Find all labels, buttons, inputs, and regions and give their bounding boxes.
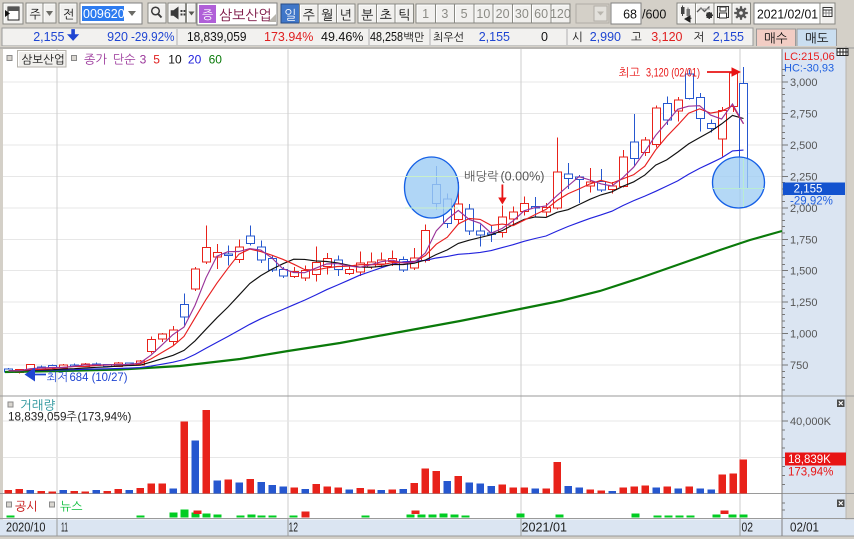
svg-text:2,990: 2,990 bbox=[590, 30, 621, 44]
svg-text:02/01: 02/01 bbox=[790, 520, 819, 535]
svg-text:2,155: 2,155 bbox=[713, 30, 744, 44]
svg-text:2,500: 2,500 bbox=[790, 140, 818, 152]
svg-text:2020/10: 2020/10 bbox=[6, 520, 46, 535]
svg-text:60: 60 bbox=[209, 53, 223, 67]
svg-text:LC:215,06: LC:215,06 bbox=[784, 51, 835, 63]
svg-text:18,839,059: 18,839,059 bbox=[8, 411, 67, 424]
svg-text:60: 60 bbox=[534, 7, 548, 21]
svg-text:30: 30 bbox=[515, 7, 529, 21]
svg-text:009620: 009620 bbox=[83, 7, 125, 21]
svg-text:173.94%: 173.94% bbox=[264, 30, 313, 44]
svg-text:2021/02/01: 2021/02/01 bbox=[757, 8, 818, 22]
svg-text:(173,94%): (173,94%) bbox=[78, 411, 132, 424]
svg-text:1,750: 1,750 bbox=[790, 234, 818, 246]
svg-text:1,000: 1,000 bbox=[790, 329, 818, 341]
svg-text:0: 0 bbox=[541, 30, 548, 44]
svg-text:10: 10 bbox=[168, 53, 182, 67]
svg-text:18,839K: 18,839K bbox=[788, 454, 831, 466]
svg-text:3,000: 3,000 bbox=[790, 77, 818, 89]
svg-text:173,94%: 173,94% bbox=[788, 467, 833, 479]
svg-text:20: 20 bbox=[496, 7, 510, 21]
svg-text:2,750: 2,750 bbox=[790, 108, 818, 120]
svg-text:120: 120 bbox=[550, 7, 571, 21]
svg-text:49.46%: 49.46% bbox=[321, 30, 363, 44]
svg-text:/600: /600 bbox=[642, 8, 666, 22]
svg-text:2,155: 2,155 bbox=[33, 30, 64, 44]
svg-text:1,500: 1,500 bbox=[790, 266, 818, 278]
svg-text:3: 3 bbox=[441, 7, 448, 21]
svg-text:2021/01: 2021/01 bbox=[522, 520, 568, 535]
svg-text:2,000: 2,000 bbox=[790, 203, 818, 215]
svg-text:5: 5 bbox=[153, 53, 160, 67]
svg-text:68: 68 bbox=[623, 8, 637, 22]
svg-text:-29,92%: -29,92% bbox=[790, 196, 833, 208]
svg-text:3,120: 3,120 bbox=[651, 30, 682, 44]
svg-text:(0.00%): (0.00%) bbox=[501, 170, 545, 184]
svg-text:02: 02 bbox=[742, 520, 754, 535]
svg-text:2,250: 2,250 bbox=[790, 171, 818, 183]
svg-text:1,250: 1,250 bbox=[790, 297, 818, 309]
svg-text:684 (10/27): 684 (10/27) bbox=[70, 370, 128, 384]
svg-text:1: 1 bbox=[422, 7, 429, 21]
svg-text:920: 920 bbox=[107, 30, 128, 44]
svg-text:2,155: 2,155 bbox=[794, 184, 823, 196]
svg-text:3,120 (02/01): 3,120 (02/01) bbox=[646, 66, 700, 80]
svg-text:12: 12 bbox=[289, 520, 299, 535]
svg-text:10: 10 bbox=[476, 7, 490, 21]
svg-text:20: 20 bbox=[188, 53, 202, 67]
svg-text:48,258: 48,258 bbox=[370, 30, 403, 44]
svg-text:HC:-30,93: HC:-30,93 bbox=[784, 63, 834, 75]
svg-text:-29.92%: -29.92% bbox=[131, 30, 175, 44]
svg-text:2,155: 2,155 bbox=[479, 30, 510, 44]
svg-text:11: 11 bbox=[61, 520, 68, 535]
svg-text:40,000K: 40,000K bbox=[790, 416, 832, 428]
svg-text:5: 5 bbox=[461, 7, 468, 21]
svg-text:3: 3 bbox=[140, 53, 147, 67]
svg-text:18,839,059: 18,839,059 bbox=[187, 30, 247, 44]
svg-text:750: 750 bbox=[790, 360, 808, 372]
